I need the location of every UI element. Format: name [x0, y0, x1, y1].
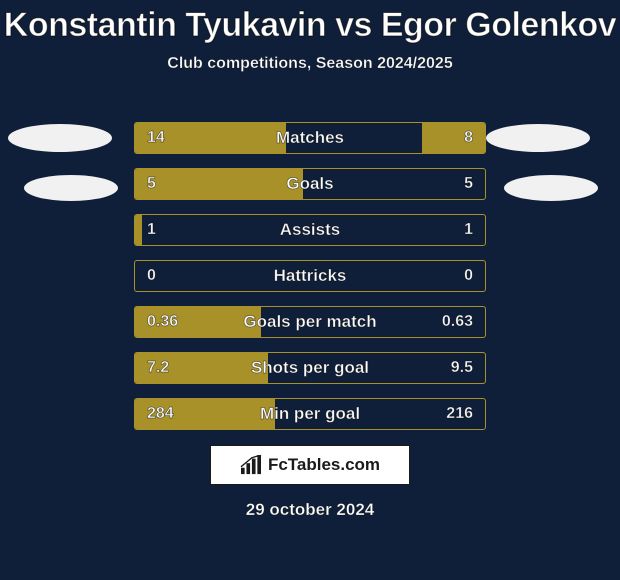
- player-photo-left-1: [8, 124, 112, 152]
- content-area: Konstantin Tyukavin vs Egor Golenkov Clu…: [0, 0, 620, 580]
- source-logo: FcTables.com: [210, 445, 410, 485]
- stat-label: Shots per goal: [135, 353, 485, 383]
- stat-label: Matches: [135, 123, 485, 153]
- subtitle: Club competitions, Season 2024/2025: [0, 55, 620, 73]
- stat-row: 00Hattricks: [134, 260, 486, 292]
- stat-row: 55Goals: [134, 168, 486, 200]
- stat-label: Goals per match: [135, 307, 485, 337]
- stat-row: 0.360.63Goals per match: [134, 306, 486, 338]
- bars-icon: [240, 455, 262, 475]
- stat-rows: 148Matches 55Goals 11Assists 00Hattricks 0.3…: [134, 122, 486, 444]
- page-title: Konstantin Tyukavin vs Egor Golenkov: [0, 0, 620, 45]
- stat-row: 11Assists: [134, 214, 486, 246]
- source-logo-text: FcTables.com: [268, 455, 380, 475]
- stat-label: Goals: [135, 169, 485, 199]
- stat-label: Min per goal: [135, 399, 485, 429]
- player-photo-left-2: [24, 175, 118, 201]
- stat-label: Assists: [135, 215, 485, 245]
- stat-row: 284216Min per goal: [134, 398, 486, 430]
- player-photo-right-2: [504, 175, 598, 201]
- stat-row: 7.29.5Shots per goal: [134, 352, 486, 384]
- stat-label: Hattricks: [135, 261, 485, 291]
- date-label: 29 october 2024: [0, 500, 620, 520]
- player-photo-right-1: [486, 124, 590, 152]
- stat-row: 148Matches: [134, 122, 486, 154]
